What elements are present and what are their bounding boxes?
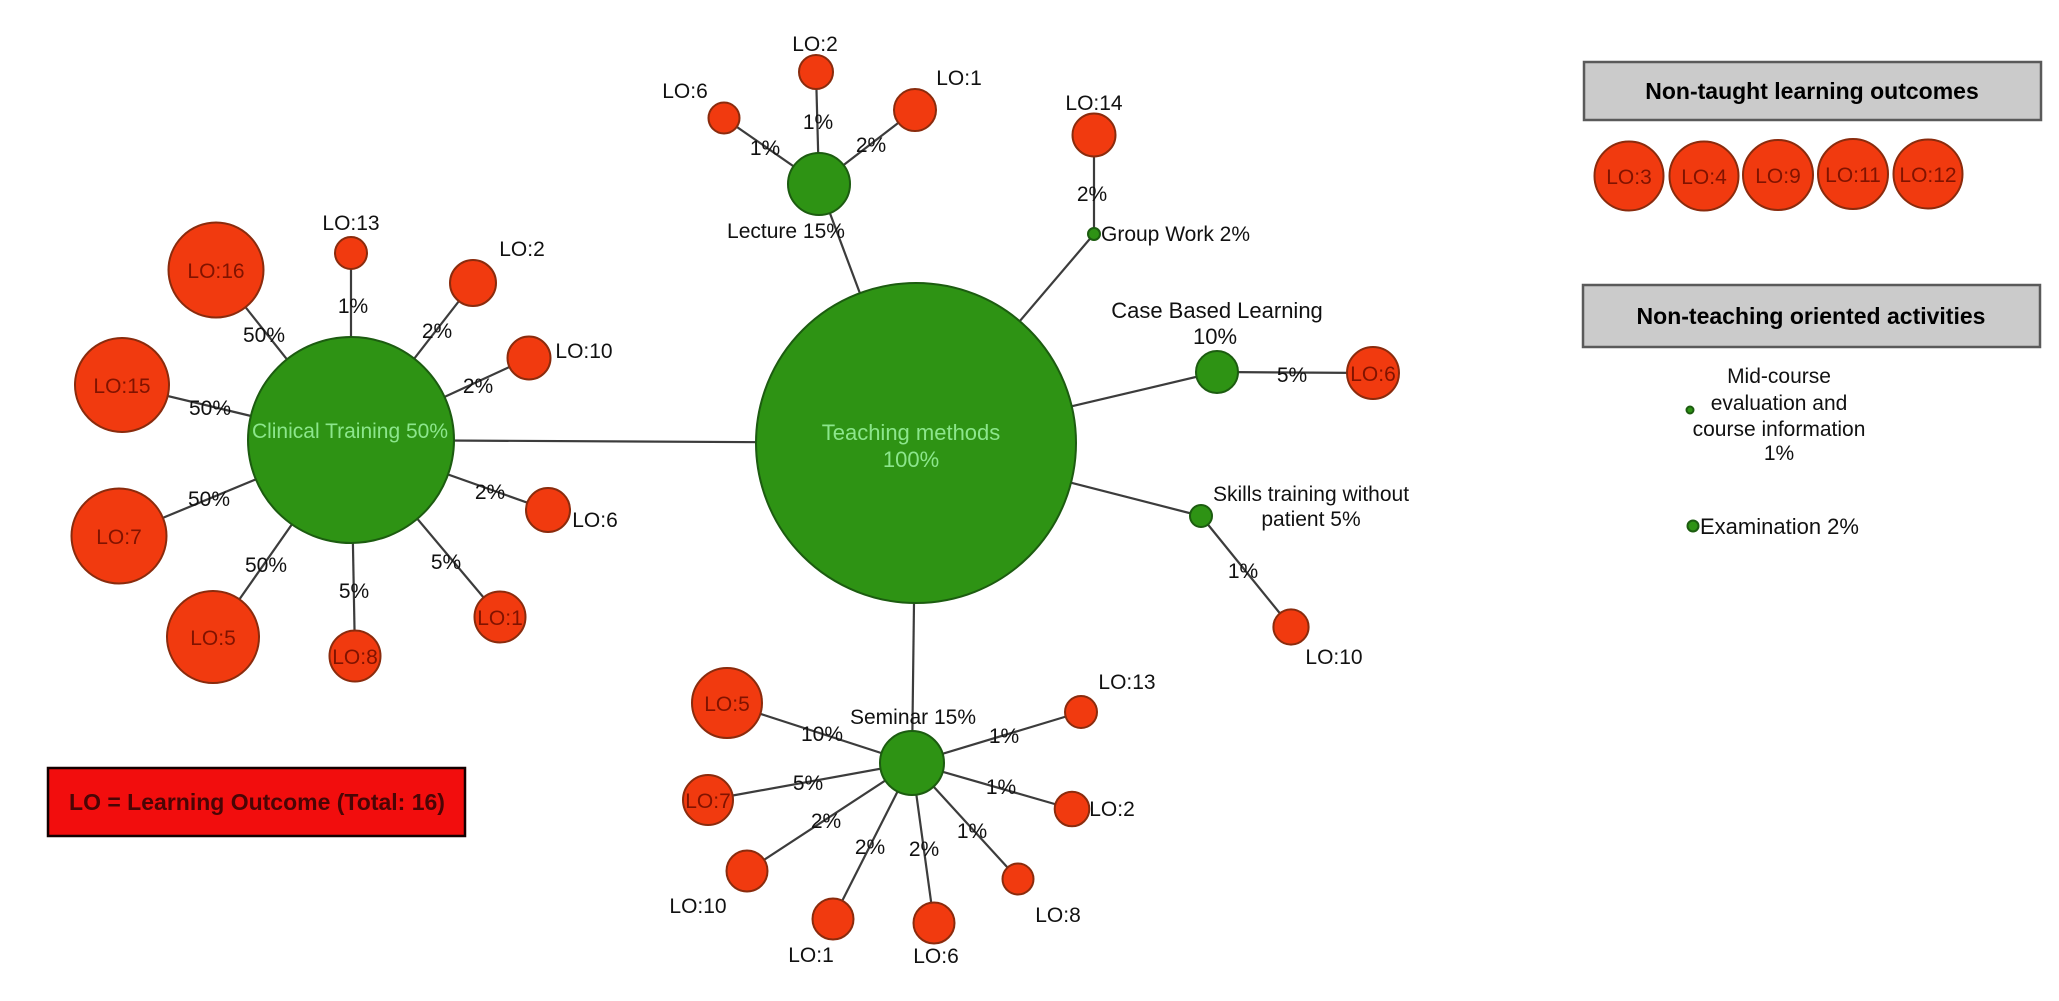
svg-text:50%: 50% xyxy=(243,324,285,347)
svg-text:LO:6: LO:6 xyxy=(662,80,708,103)
svg-text:2%: 2% xyxy=(856,134,886,157)
svg-text:LO:5: LO:5 xyxy=(190,627,236,650)
svg-text:1%: 1% xyxy=(957,820,987,843)
svg-text:LO:7: LO:7 xyxy=(96,526,142,549)
svg-text:LO:10: LO:10 xyxy=(669,895,726,918)
svg-text:LO:12: LO:12 xyxy=(1899,164,1956,187)
svg-text:LO:1: LO:1 xyxy=(477,607,523,630)
svg-text:LO:6: LO:6 xyxy=(572,509,618,532)
svg-text:100%: 100% xyxy=(883,447,939,472)
svg-text:Teaching methods: Teaching methods xyxy=(822,420,1001,445)
svg-text:LO:9: LO:9 xyxy=(1755,165,1801,188)
svg-text:course information: course information xyxy=(1693,418,1866,441)
svg-text:patient 5%: patient 5% xyxy=(1261,508,1360,531)
svg-text:LO:7: LO:7 xyxy=(685,790,731,813)
svg-text:1%: 1% xyxy=(1228,560,1258,583)
svg-text:Case Based Learning: Case Based Learning xyxy=(1111,298,1323,323)
svg-text:LO:2: LO:2 xyxy=(1089,798,1135,821)
svg-text:2%: 2% xyxy=(463,375,493,398)
svg-text:LO:13: LO:13 xyxy=(1098,671,1155,694)
svg-text:1%: 1% xyxy=(338,295,368,318)
svg-text:50%: 50% xyxy=(188,488,230,511)
svg-text:2%: 2% xyxy=(475,481,505,504)
svg-text:2%: 2% xyxy=(1077,183,1107,206)
svg-text:LO:6: LO:6 xyxy=(913,945,959,968)
svg-text:2%: 2% xyxy=(855,836,885,859)
svg-text:LO:14: LO:14 xyxy=(1065,92,1123,115)
svg-text:LO:4: LO:4 xyxy=(1681,166,1727,189)
svg-text:LO:2: LO:2 xyxy=(792,33,838,56)
svg-text:Lecture 15%: Lecture 15% xyxy=(727,220,845,243)
svg-text:Mid-course: Mid-course xyxy=(1727,365,1831,388)
svg-text:50%: 50% xyxy=(189,397,231,420)
svg-text:1%: 1% xyxy=(986,776,1016,799)
svg-text:LO:8: LO:8 xyxy=(332,646,378,669)
svg-text:Seminar 15%: Seminar 15% xyxy=(850,706,976,729)
svg-text:LO:13: LO:13 xyxy=(322,212,379,235)
svg-text:10%: 10% xyxy=(1193,324,1237,349)
svg-text:LO:5: LO:5 xyxy=(704,693,750,716)
svg-text:1%: 1% xyxy=(803,111,833,134)
svg-text:1%: 1% xyxy=(750,137,780,160)
svg-text:5%: 5% xyxy=(431,551,461,574)
svg-text:10%: 10% xyxy=(801,723,843,746)
svg-text:Non-teaching oriented activiti: Non-teaching oriented activities xyxy=(1637,303,1986,329)
svg-text:Non-taught learning outcomes: Non-taught learning outcomes xyxy=(1645,78,1979,104)
svg-text:2%: 2% xyxy=(422,320,452,343)
svg-text:LO:10: LO:10 xyxy=(555,340,612,363)
svg-text:LO:6: LO:6 xyxy=(1350,363,1396,386)
svg-text:LO:11: LO:11 xyxy=(1825,164,1881,187)
svg-text:5%: 5% xyxy=(793,772,823,795)
svg-text:LO:15: LO:15 xyxy=(93,375,150,398)
svg-text:LO:2: LO:2 xyxy=(499,238,545,261)
svg-text:LO:3: LO:3 xyxy=(1606,166,1652,189)
svg-text:Skills training without: Skills training without xyxy=(1213,483,1409,506)
svg-text:2%: 2% xyxy=(909,838,939,861)
svg-text:1%: 1% xyxy=(989,725,1019,748)
svg-text:50%: 50% xyxy=(245,554,287,577)
svg-text:Clinical Training 50%: Clinical Training 50% xyxy=(252,420,448,443)
svg-text:LO:10: LO:10 xyxy=(1305,646,1362,669)
svg-text:LO:8: LO:8 xyxy=(1035,904,1081,927)
svg-text:LO:16: LO:16 xyxy=(187,260,244,283)
svg-text:Examination 2%: Examination 2% xyxy=(1700,514,1859,539)
svg-text:1%: 1% xyxy=(1764,442,1794,465)
svg-text:Group Work 2%: Group Work 2% xyxy=(1101,223,1250,246)
svg-text:5%: 5% xyxy=(339,580,369,603)
svg-text:2%: 2% xyxy=(811,810,841,833)
svg-text:5%: 5% xyxy=(1277,364,1307,387)
svg-text:LO = Learning Outcome (Total:: LO = Learning Outcome (Total: 16) xyxy=(69,789,445,815)
svg-text:evaluation and: evaluation and xyxy=(1711,392,1848,415)
svg-text:LO:1: LO:1 xyxy=(936,67,982,90)
svg-text:LO:1: LO:1 xyxy=(788,944,834,967)
